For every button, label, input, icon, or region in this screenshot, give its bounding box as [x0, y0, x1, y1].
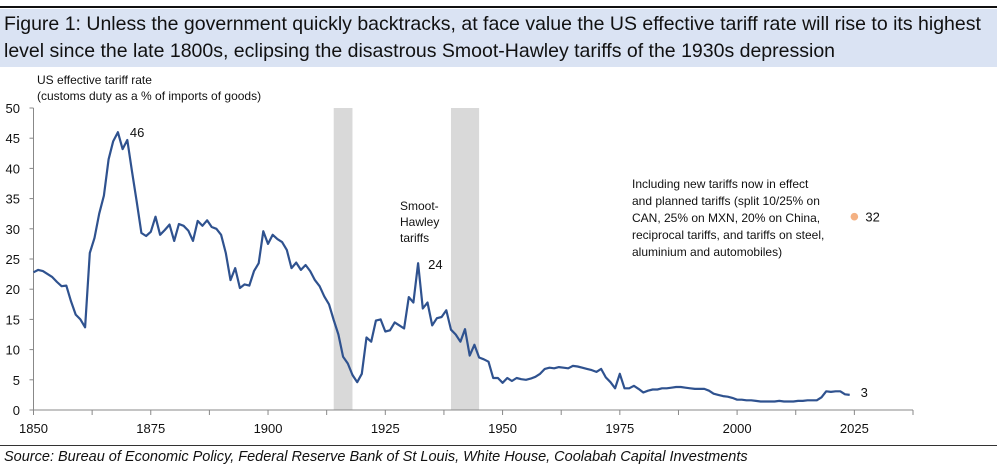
smoot-hawley-line1: Smoot-: [400, 199, 439, 213]
projection-note: Including new tariffs now in effect and …: [632, 176, 824, 261]
source-divider: [0, 445, 997, 446]
war-period-shade: [333, 108, 353, 410]
projection-point-label: 32: [865, 210, 879, 225]
peak-label: 46: [130, 125, 144, 140]
x-tick-label: 1925: [371, 421, 400, 436]
projection-note-line3: CAN, 25% on MXN, 20% on China,: [632, 211, 821, 225]
title-top-border: [0, 6, 997, 8]
smoot-hawley-annotation: Smoot- Hawley tariffs: [400, 198, 439, 246]
y-tick-label: 20: [6, 282, 20, 297]
y-tick-label: 30: [6, 222, 20, 237]
x-tick-label: 1950: [488, 421, 517, 436]
x-tick-label: 1975: [605, 421, 634, 436]
y-axis-label: US effective tariff rate (customs duty a…: [37, 72, 261, 104]
y-tick-label: 15: [6, 312, 20, 327]
y-axis-label-line2: (customs duty as a % of imports of goods…: [37, 89, 262, 103]
projection-note-line2: and planned tariffs (split 10/25% on: [632, 194, 820, 208]
x-tick-label: 2025: [840, 421, 869, 436]
y-tick-label: 40: [6, 161, 20, 176]
y-tick-label: 35: [6, 192, 20, 207]
projection-note-line1: Including new tariffs now in effect: [632, 177, 809, 191]
smoot-hawley-line3: tariffs: [400, 231, 430, 245]
y-axis-label-line1: US effective tariff rate: [37, 73, 152, 87]
x-tick-label: 1850: [19, 421, 48, 436]
x-tick-label: 1875: [136, 421, 165, 436]
y-tick-label: 0: [13, 403, 20, 418]
war-period-shade: [450, 108, 480, 410]
smoot-hawley-line2: Hawley: [400, 215, 440, 229]
y-tick-label: 10: [6, 343, 20, 358]
x-tick-label: 2000: [723, 421, 752, 436]
x-tick-label: 1900: [254, 421, 283, 436]
tariff-rate-line: [32, 131, 850, 403]
y-tick-label: 45: [6, 131, 20, 146]
projection-note-line5: aluminium and automobiles): [632, 245, 783, 259]
projection-note-line4: reciprocal tariffs, and tariffs on steel…: [632, 228, 825, 242]
y-tick-label: 50: [6, 101, 20, 116]
figure-title: Figure 1: Unless the government quickly …: [4, 13, 981, 62]
projection-point: [850, 212, 859, 221]
y-tick-label: 25: [6, 252, 20, 267]
source-note: Source: Bureau of Economic Policy, Feder…: [4, 449, 748, 465]
title-band: [0, 9, 997, 67]
latest-label: 3: [861, 385, 868, 400]
smoot-hawley-label: 24: [428, 257, 442, 272]
y-tick-label: 5: [13, 373, 20, 388]
